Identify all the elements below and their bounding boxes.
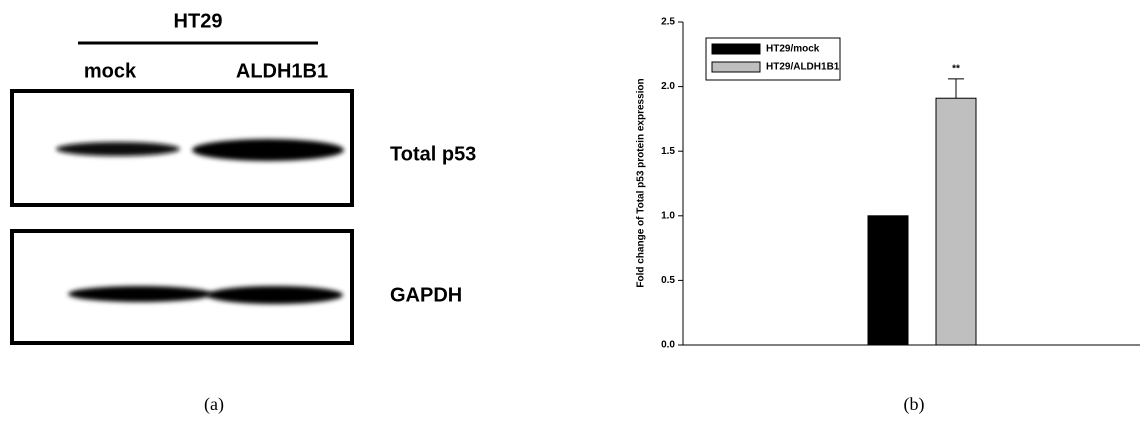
y-tick-label: 2.0 [661,81,675,92]
bar [936,98,976,345]
lane-label: ALDH1B1 [236,60,328,82]
annotation: ** [952,63,960,74]
error-bar [948,79,964,98]
protein-label: GAPDH [390,284,462,306]
band [56,142,180,156]
y-tick-label: 1.5 [661,146,675,157]
y-axis-label: Fold change of Total p53 protein express… [636,78,647,287]
band [68,286,212,302]
y-tick-label: 1.0 [661,210,675,221]
legend-label: HT29/ALDH1B1 [766,62,840,73]
plot: 0.0 0.5 1.0 1.5 2.0 2.5 ** HT29/mock HT29/ALDH1B… [661,17,1140,351]
figure: HT29 mock ALDH1B1 Total p53 GAPDH (a) Fo… [0,0,1140,418]
y-tick-label: 0.5 [661,275,675,286]
panel-label: (a) [204,394,224,415]
cell-line: HT29 [174,10,223,32]
legend-swatch [712,44,760,54]
panel-label: (b) [904,394,925,415]
lane-label: mock [84,60,137,82]
band [192,139,344,161]
y-tick-label: 2.5 [661,17,675,28]
bar [868,216,908,345]
band [207,286,343,304]
y-tick-label: 0.0 [661,340,675,351]
protein-label: Total p53 [390,143,476,165]
legend-swatch [712,62,760,72]
legend-label: HT29/mock [766,44,820,55]
